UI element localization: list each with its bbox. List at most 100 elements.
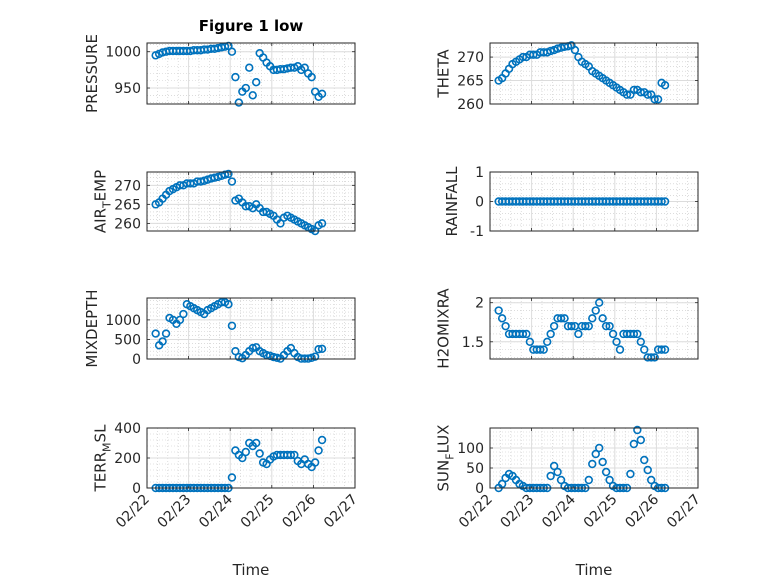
data-point — [161, 329, 171, 338]
data-point — [633, 329, 642, 339]
data-point — [598, 457, 607, 467]
data-point — [584, 475, 593, 485]
data-point — [224, 300, 233, 309]
y-label-subscript: T — [101, 201, 114, 209]
axes-box — [146, 427, 356, 489]
data-point — [546, 471, 555, 481]
data-point — [518, 52, 528, 62]
y-label-part: THETA — [435, 49, 453, 99]
x-tick-label: 02/24 — [196, 491, 236, 531]
data-point — [584, 321, 593, 331]
data-point — [591, 449, 600, 459]
data-point — [310, 458, 320, 467]
data-point — [497, 479, 507, 489]
data-point — [556, 475, 566, 485]
data-point — [317, 89, 327, 99]
y-label-part: RAINFALL — [443, 166, 461, 237]
data-point — [657, 345, 666, 354]
data-point — [241, 447, 251, 457]
x-tick-label: 02/25 — [238, 492, 278, 532]
y-tick-label: 0 — [132, 481, 141, 497]
y-tick-label: 265 — [457, 74, 484, 90]
data-point — [653, 95, 663, 104]
data-point — [238, 453, 247, 463]
data-point — [549, 321, 559, 331]
data-point — [615, 345, 625, 354]
y-axis-label: AIRTEMP — [92, 170, 114, 233]
data-point — [252, 78, 261, 87]
axes-box — [489, 42, 699, 105]
data-point — [646, 353, 656, 362]
data-point — [300, 63, 309, 72]
data-point — [626, 469, 635, 479]
data-point — [220, 170, 230, 179]
data-point — [536, 345, 545, 354]
figure-title: Figure 1 low — [199, 17, 304, 35]
data-point — [560, 314, 569, 323]
data-point — [542, 337, 552, 346]
data-point — [629, 329, 639, 339]
x-tick-label: 02/23 — [498, 492, 538, 532]
data-point — [570, 45, 580, 55]
data-point — [231, 72, 240, 82]
data-point — [227, 47, 237, 56]
y-axis-label: PRESSURE — [83, 34, 101, 113]
data-point — [494, 306, 503, 315]
y-axis-label: SUNFLUX — [435, 425, 457, 492]
data-point — [317, 435, 327, 445]
data-point — [633, 425, 642, 435]
data-point — [314, 446, 323, 455]
data-point — [546, 46, 555, 56]
y-label-subscript: F — [444, 453, 457, 459]
x-tick-label: 02/27 — [321, 492, 361, 532]
x-tick-label: 02/26 — [622, 491, 662, 531]
data-point — [546, 329, 555, 339]
data-point — [660, 81, 670, 90]
data-point — [629, 85, 639, 95]
data-point — [179, 309, 188, 319]
data-point — [650, 353, 659, 362]
data-point — [497, 314, 507, 323]
y-tick-label: 400 — [114, 421, 141, 437]
axes-box — [489, 171, 699, 232]
x-tick-label: 02/26 — [279, 491, 319, 531]
x-tick-label: 02/23 — [155, 492, 195, 532]
data-point — [636, 435, 645, 445]
data-point — [310, 352, 320, 361]
x-tick-label: 02/24 — [539, 491, 579, 531]
data-point — [612, 337, 621, 346]
data-point — [591, 306, 600, 315]
axes-rainfall: -1 0 1 RAINFALL — [443, 165, 699, 240]
data-point — [227, 321, 237, 330]
y-tick-label: 50 — [466, 461, 484, 477]
data-point — [175, 315, 185, 325]
data-point — [518, 329, 528, 339]
y-tick-label: 1 — [475, 165, 484, 181]
data-point — [272, 353, 282, 363]
data-point — [556, 314, 566, 323]
data-point — [581, 321, 590, 331]
data-point — [234, 98, 244, 107]
data-point — [605, 475, 614, 485]
axes-h2omixra: 1.5 2 H2OMIXRA — [435, 288, 699, 369]
data-point — [241, 83, 251, 93]
x-tick-label: 02/25 — [581, 492, 621, 532]
y-label-part: H2OMIXRA — [435, 288, 453, 369]
data-point — [286, 450, 296, 460]
data-point — [245, 63, 254, 72]
data-point — [252, 438, 261, 448]
data-point — [501, 321, 510, 331]
y-label-part: SL — [92, 424, 110, 443]
data-point — [650, 95, 659, 104]
y-axis-label: H2OMIXRA — [435, 288, 453, 369]
data-point — [227, 177, 237, 186]
plot-area — [147, 172, 355, 231]
data-point — [553, 467, 562, 477]
data-point — [522, 329, 531, 339]
y-tick-label: 260 — [457, 97, 484, 113]
y-tick-label: 0 — [475, 481, 484, 497]
y-axis-label: RAINFALL — [443, 166, 461, 237]
